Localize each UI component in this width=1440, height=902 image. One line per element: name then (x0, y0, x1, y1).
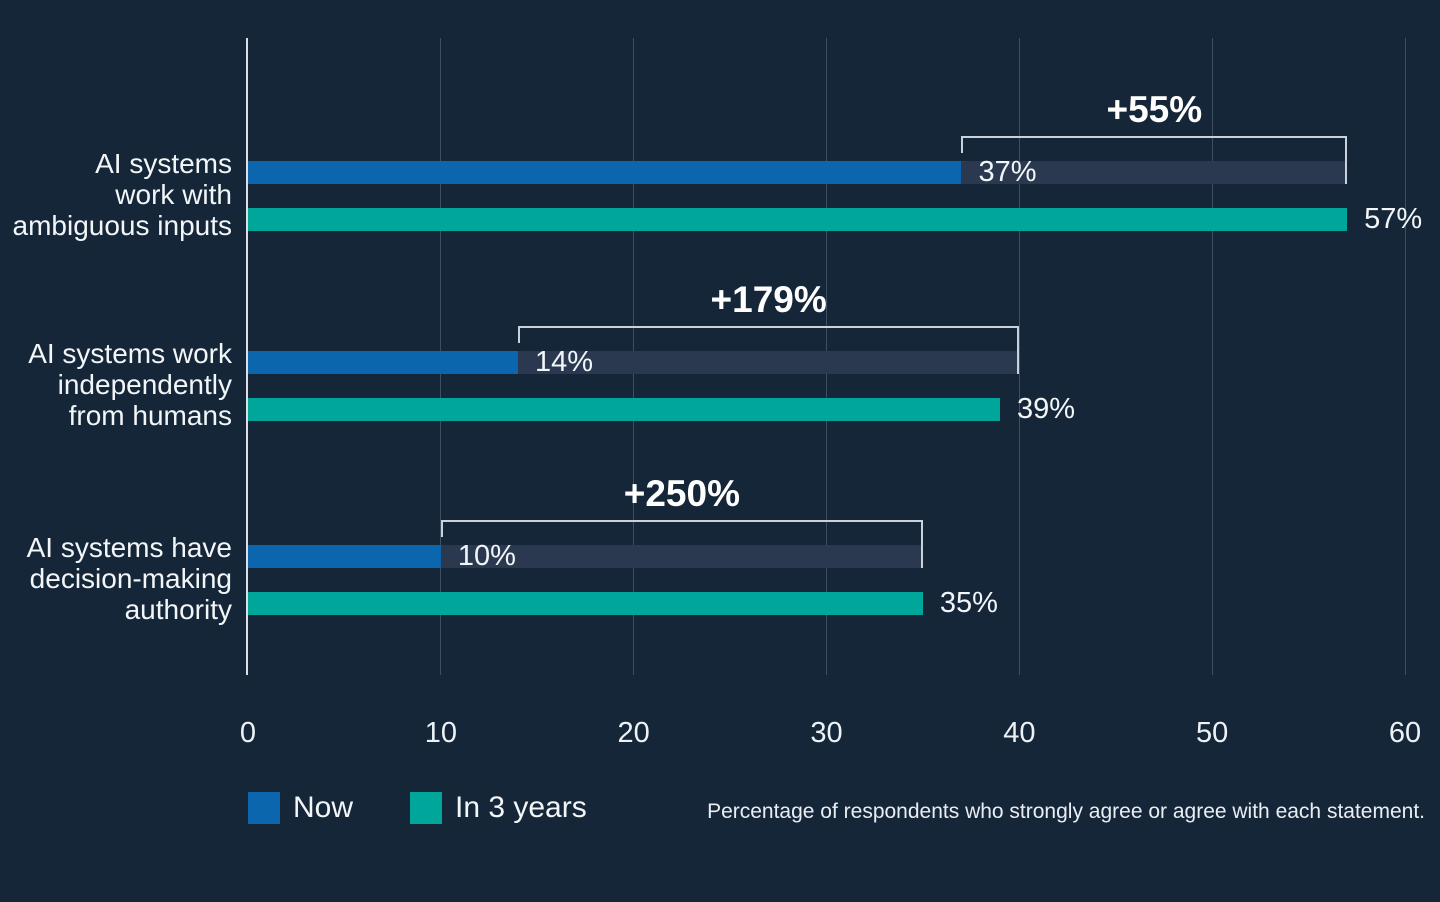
category-label-line: authority (124, 593, 232, 625)
gridline (1404, 38, 1406, 675)
gridline (1018, 38, 1020, 675)
growth-annotation: +179% (710, 279, 827, 320)
x-tick-label: 60 (1388, 717, 1422, 749)
category-label-line: ambiguous inputs (12, 209, 232, 241)
x-tick-label: 50 (1196, 717, 1229, 749)
bar-now (248, 351, 518, 374)
category-label-line: AI systems work (28, 337, 232, 369)
value-label-future: 57% (1364, 203, 1423, 235)
growth-bracket-left-tick (517, 326, 520, 343)
legend-swatch-in-3-years (410, 792, 442, 824)
bar-future (248, 208, 1348, 231)
value-label-now: 37% (978, 156, 1037, 188)
growth-bracket-top (440, 520, 923, 522)
x-tick-label: 40 (1003, 717, 1036, 749)
value-label-now: 10% (457, 540, 516, 572)
value-label-now: 14% (534, 346, 593, 378)
x-tick-label: 10 (424, 717, 457, 749)
growth-bracket-top (517, 326, 1020, 328)
legend-label: Now (293, 791, 354, 824)
x-tick-label: 30 (810, 717, 843, 749)
growth-ghost-bar (440, 545, 923, 568)
category-label-line: AI systems (95, 147, 232, 179)
legend-label: In 3 years (455, 791, 587, 824)
growth-bracket-right-tick (920, 520, 923, 568)
gridline (1211, 38, 1213, 675)
category-label: AI systems have decision-making authority (0, 532, 232, 625)
growth-annotation: +55% (1106, 89, 1203, 130)
growth-bracket-top (961, 136, 1348, 138)
category-label-line: from humans (68, 399, 232, 431)
growth-ghost-bar (517, 351, 1020, 374)
bar-now (248, 161, 962, 184)
y-axis-line (246, 38, 248, 675)
category-label-line: independently (57, 368, 232, 400)
category-label: AI systems work independently from humans (0, 338, 232, 431)
category-label-line: AI systems have (26, 531, 232, 563)
growth-ghost-bar (961, 161, 1348, 184)
bar-future (248, 398, 1001, 421)
growth-bracket-right-tick (1345, 136, 1348, 184)
category-label-line: work with (115, 178, 232, 210)
growth-annotation: +250% (623, 473, 740, 514)
growth-bracket-left-tick (440, 520, 443, 537)
x-tick-label: 20 (617, 717, 650, 749)
x-tick-label: 0 (239, 717, 257, 749)
bar-now (248, 545, 441, 568)
category-label: AI systems work with ambiguous inputs (0, 148, 232, 241)
category-label-line: decision-making (29, 562, 232, 594)
growth-bracket-left-tick (961, 136, 964, 153)
value-label-future: 35% (939, 587, 998, 619)
footnote: Percentage of respondents who strongly a… (707, 800, 1425, 823)
bar-future (248, 592, 923, 615)
legend-swatch-now (248, 792, 280, 824)
value-label-future: 39% (1017, 393, 1076, 425)
growth-bracket-right-tick (1017, 326, 1020, 374)
